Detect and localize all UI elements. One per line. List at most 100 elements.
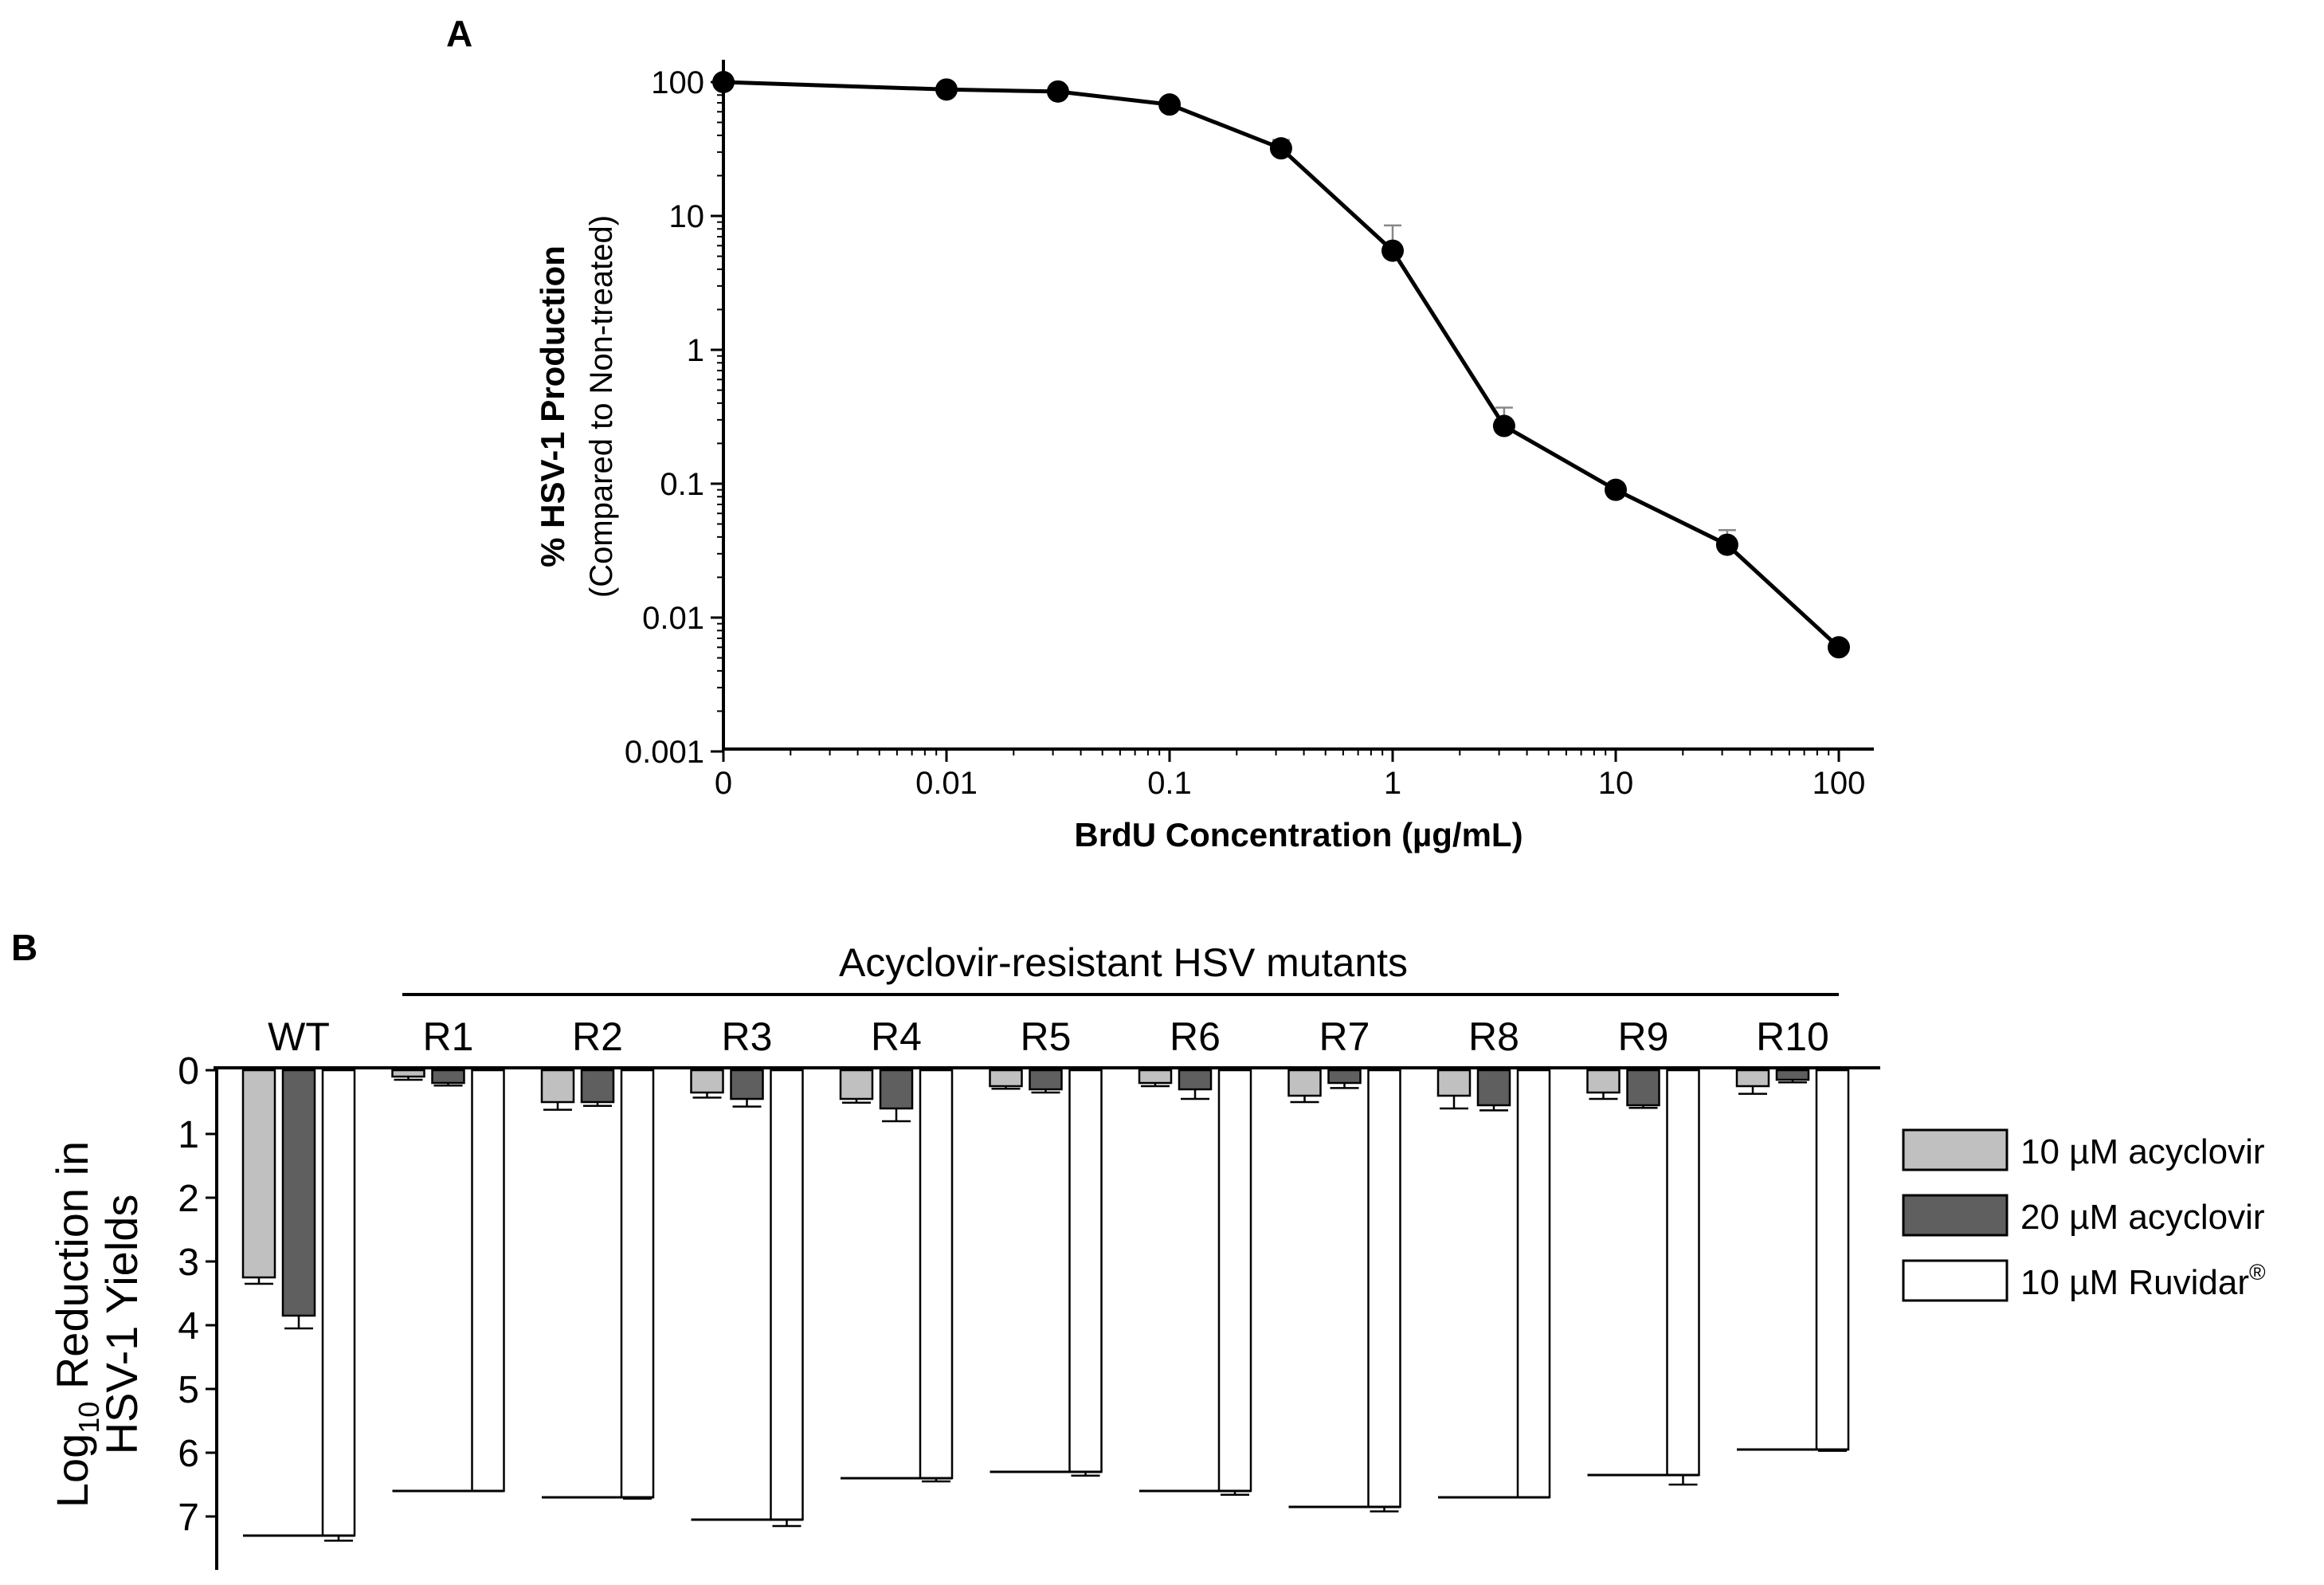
panel-b-bar bbox=[1436, 1069, 1472, 1097]
panel-b-bars bbox=[241, 1069, 1850, 1537]
panel-b-bar bbox=[839, 1069, 874, 1100]
panel-b-bar bbox=[540, 1069, 575, 1104]
panel-a-points bbox=[712, 71, 1850, 659]
panel-b-y-tick-label: 6 bbox=[178, 1433, 199, 1475]
panel-a-y-tick-label: 0.01 bbox=[642, 601, 704, 636]
panel-b-y-tick-label: 1 bbox=[178, 1114, 199, 1156]
panel-a-y-tick-label: 1 bbox=[687, 333, 704, 368]
panel-a-tick-labels: 0.001 0.01 0.1 1 10 100 0 0.01 0.1 1 10 100 bbox=[625, 65, 1865, 801]
panel-b-bar bbox=[391, 1069, 425, 1078]
panel-a-data-point bbox=[935, 78, 958, 101]
panel-b-bar bbox=[1138, 1069, 1173, 1085]
panel-b-category-label: R4 bbox=[871, 1014, 922, 1059]
panel-b-category-label: R3 bbox=[722, 1014, 773, 1059]
legend-label-ruvidar-registered: ® bbox=[2249, 1260, 2266, 1285]
panel-b-bar bbox=[321, 1069, 356, 1537]
panel-b-bar bbox=[1735, 1069, 1770, 1088]
panel-b-y-label-subscript: 10 bbox=[73, 1402, 105, 1434]
panel-a-label: A bbox=[446, 13, 472, 54]
panel-b-bar bbox=[1516, 1069, 1551, 1499]
panel-b-bar bbox=[431, 1069, 465, 1085]
panel-a-data-point bbox=[1605, 478, 1627, 501]
panel-a-x-tick-label: 0 bbox=[715, 766, 732, 801]
panel-b: B Acyclovir-resistant HSV mutants WT R1 R2… bbox=[11, 927, 2266, 1570]
panel-b-bar bbox=[1626, 1069, 1660, 1107]
panel-b-y-axis-label-line2: HSV-1 Yields bbox=[96, 1195, 147, 1455]
panel-b-bar bbox=[471, 1069, 505, 1493]
panel-b-bar bbox=[690, 1069, 724, 1094]
panel-a-x-tick-label: 1 bbox=[1384, 766, 1401, 801]
panel-b-category-labels: WT R1 R2 R3 R4 R5 R6 R7 R8 R9 R10 bbox=[268, 1014, 1829, 1059]
panel-b-tick-labels: 0 1 2 3 4 5 6 7 bbox=[178, 1050, 199, 1539]
panel-b-y-tick-label: 0 bbox=[178, 1050, 199, 1093]
panel-b-y-tick-label: 5 bbox=[178, 1369, 199, 1411]
panel-b-bar bbox=[1476, 1069, 1511, 1107]
panel-a-series-line bbox=[723, 80, 1840, 649]
panel-b-bar bbox=[879, 1069, 914, 1110]
legend-label-10um-ruvidar: 10 µM Ruvidar® bbox=[2020, 1260, 2266, 1302]
panel-b-category-label: WT bbox=[268, 1014, 330, 1059]
panel-b-y-tick-label: 7 bbox=[178, 1497, 199, 1539]
panel-a-y-tick-label: 100 bbox=[651, 65, 704, 100]
panel-b-y-label-rest: Reduction in bbox=[47, 1141, 97, 1402]
panel-b-bar bbox=[1367, 1069, 1401, 1508]
panel-b-bar bbox=[989, 1069, 1023, 1088]
legend-label-ruvidar-main: 10 µM Ruvidar bbox=[2020, 1263, 2249, 1302]
panel-b-bar bbox=[281, 1069, 316, 1317]
panel-b-bar bbox=[770, 1069, 804, 1521]
panel-b-bar bbox=[919, 1069, 954, 1480]
panel-b-category-label: R6 bbox=[1170, 1014, 1221, 1059]
panel-b-y-label-prefix: Log bbox=[47, 1434, 97, 1508]
panel-a-error-bars bbox=[1272, 139, 1736, 545]
panel-b-category-label: R8 bbox=[1468, 1014, 1519, 1059]
panel-b-bar bbox=[1068, 1069, 1103, 1473]
panel-b-y-tick-label: 3 bbox=[178, 1242, 199, 1284]
panel-b-bar bbox=[620, 1069, 655, 1499]
panel-b-ticks bbox=[206, 1069, 217, 1518]
panel-b-bar bbox=[241, 1069, 276, 1279]
panel-b-bar bbox=[1217, 1069, 1252, 1493]
legend-label-10um-acyclovir: 10 µM acyclovir bbox=[2020, 1132, 2265, 1171]
panel-b-label: B bbox=[11, 927, 37, 968]
panel-b-bar bbox=[1586, 1069, 1621, 1094]
panel-a-y-tick-label: 0.1 bbox=[660, 467, 704, 502]
panel-b-group-header: Acyclovir-resistant HSV mutants bbox=[839, 940, 1408, 985]
panel-b-category-label: R1 bbox=[423, 1014, 474, 1059]
panel-a-data-point bbox=[1715, 533, 1738, 556]
panel-b-bar bbox=[1327, 1069, 1362, 1085]
panel-a-data-point bbox=[1381, 239, 1404, 262]
panel-a-x-tick-label: 100 bbox=[1813, 766, 1866, 801]
panel-a-y-tick-label: 0.001 bbox=[625, 735, 704, 770]
panel-a: A 0.001 0.01 0.1 1 10 100 0 0.01 0.1 1 10 100 BrdU … bbox=[446, 13, 1874, 853]
panel-a-data-point bbox=[712, 71, 735, 93]
panel-b-category-label: R7 bbox=[1319, 1014, 1370, 1059]
panel-a-x-axis-label: BrdU Concentration (µg/mL) bbox=[1074, 816, 1523, 853]
legend-swatch-10um-ruvidar bbox=[1902, 1259, 2009, 1302]
panel-b-legend: 10 µM acyclovir 20 µM acyclovir 10 µM Ru… bbox=[1902, 1128, 2266, 1302]
panel-a-x-tick-label: 0.1 bbox=[1147, 766, 1192, 801]
panel-a-y-axis-sublabel: (Compared to Non-treated) bbox=[584, 215, 619, 598]
panel-b-bar bbox=[1287, 1069, 1322, 1097]
panel-b-category-label: R2 bbox=[572, 1014, 623, 1059]
panel-a-data-point bbox=[1492, 414, 1515, 437]
panel-a-data-point bbox=[1158, 93, 1181, 116]
panel-b-category-label: R5 bbox=[1021, 1014, 1072, 1059]
panel-b-bar bbox=[1178, 1069, 1213, 1091]
panel-b-error-bars bbox=[243, 1077, 1848, 1542]
panel-b-category-label: R10 bbox=[1756, 1014, 1829, 1059]
legend-label-20um-acyclovir: 20 µM acyclovir bbox=[2020, 1198, 2265, 1237]
panel-a-y-tick-label: 10 bbox=[669, 199, 705, 234]
panel-a-data-point bbox=[1046, 80, 1069, 103]
panel-a-y-axis-label: % HSV-1 Production bbox=[534, 245, 571, 567]
panel-a-data-point bbox=[1828, 636, 1850, 659]
panel-a-ticks bbox=[711, 80, 1840, 762]
panel-b-category-label: R9 bbox=[1618, 1014, 1669, 1059]
panel-b-bar bbox=[580, 1069, 615, 1104]
panel-a-x-tick-label: 0.01 bbox=[915, 766, 978, 801]
panel-a-x-tick-label: 10 bbox=[1598, 766, 1634, 801]
legend-swatch-10um-acyclovir bbox=[1902, 1128, 2009, 1171]
panel-b-y-tick-label: 2 bbox=[178, 1178, 199, 1220]
panel-b-y-axis-label-line1: Log10 Reduction in bbox=[47, 1141, 105, 1508]
panel-b-bar bbox=[1815, 1069, 1850, 1451]
